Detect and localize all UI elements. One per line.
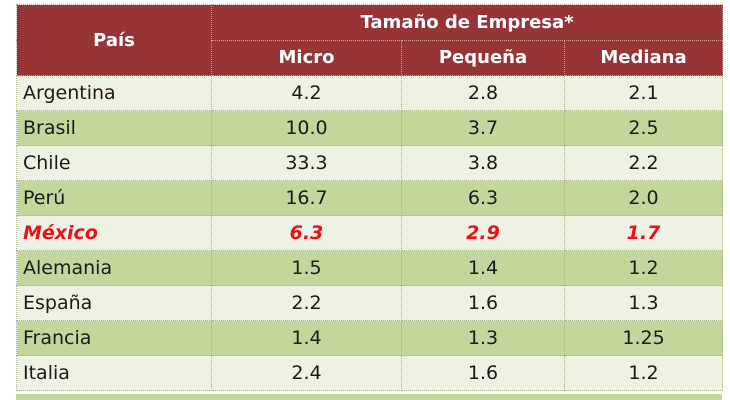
medium-cell: 2.0 (563, 180, 724, 216)
table-row: España 2.2 1.6 1.3 (16, 285, 724, 321)
small-cell: 1.3 (401, 320, 565, 356)
medium-cell: 1.2 (563, 250, 724, 286)
micro-cell: 33.3 (211, 145, 402, 181)
country-cell: España (16, 285, 212, 321)
next-row-partial (16, 394, 722, 400)
table-row: Italia 2.4 1.6 1.2 (16, 355, 724, 391)
table-body: Argentina 4.2 2.8 2.1 Brasil 10.0 3.7 2.… (16, 75, 724, 391)
small-column-header: Pequeña (401, 39, 565, 76)
medium-cell: 1.2 (563, 355, 724, 391)
small-cell: 3.7 (401, 110, 565, 146)
medium-cell: 2.5 (563, 110, 724, 146)
small-cell: 1.6 (401, 285, 565, 321)
company-size-group-header: Tamaño de Empresa* (210, 4, 724, 41)
medium-cell: 1.25 (563, 320, 724, 356)
country-cell: Argentina (16, 75, 212, 111)
data-table: País Tamaño de Empresa* Micro Pequeña Me… (16, 4, 724, 391)
header-row-top: País Tamaño de Empresa* (16, 4, 724, 76)
micro-cell: 6.3 (211, 215, 402, 251)
small-cell: 2.9 (401, 215, 565, 251)
small-cell: 1.6 (401, 355, 565, 391)
table-row-highlighted: México 6.3 2.9 1.7 (16, 215, 724, 251)
micro-cell: 2.4 (211, 355, 402, 391)
medium-column-header: Mediana (563, 39, 724, 76)
table-row: Perú 16.7 6.3 2.0 (16, 180, 724, 216)
small-cell: 2.8 (401, 75, 565, 111)
country-cell: Brasil (16, 110, 212, 146)
country-cell: México (16, 215, 212, 251)
country-cell: Alemania (16, 250, 212, 286)
table-row: Francia 1.4 1.3 1.25 (16, 320, 724, 356)
micro-cell: 2.2 (211, 285, 402, 321)
header-row-sub: Micro Pequeña Mediana (17, 39, 724, 76)
country-cell: Chile (16, 145, 212, 181)
micro-cell: 16.7 (211, 180, 402, 216)
small-cell: 3.8 (401, 145, 565, 181)
micro-cell: 1.5 (211, 250, 402, 286)
country-cell: Perú (16, 180, 212, 216)
medium-cell: 1.3 (563, 285, 724, 321)
small-cell: 1.4 (401, 250, 565, 286)
medium-cell: 2.1 (563, 75, 724, 111)
table-header: País Tamaño de Empresa* Micro Pequeña Me… (16, 4, 724, 76)
country-column-header: País (16, 4, 212, 76)
medium-cell: 2.2 (563, 145, 724, 181)
table-row: Chile 33.3 3.8 2.2 (16, 145, 724, 181)
small-cell: 6.3 (401, 180, 565, 216)
micro-cell: 10.0 (211, 110, 402, 146)
table-row: Brasil 10.0 3.7 2.5 (16, 110, 724, 146)
medium-cell: 1.7 (563, 215, 724, 251)
micro-cell: 4.2 (211, 75, 402, 111)
micro-cell: 1.4 (211, 320, 402, 356)
micro-column-header: Micro (211, 39, 402, 76)
country-cell: Italia (16, 355, 212, 391)
table-row: Alemania 1.5 1.4 1.2 (16, 250, 724, 286)
country-cell: Francia (16, 320, 212, 356)
table-row: Argentina 4.2 2.8 2.1 (16, 75, 724, 111)
